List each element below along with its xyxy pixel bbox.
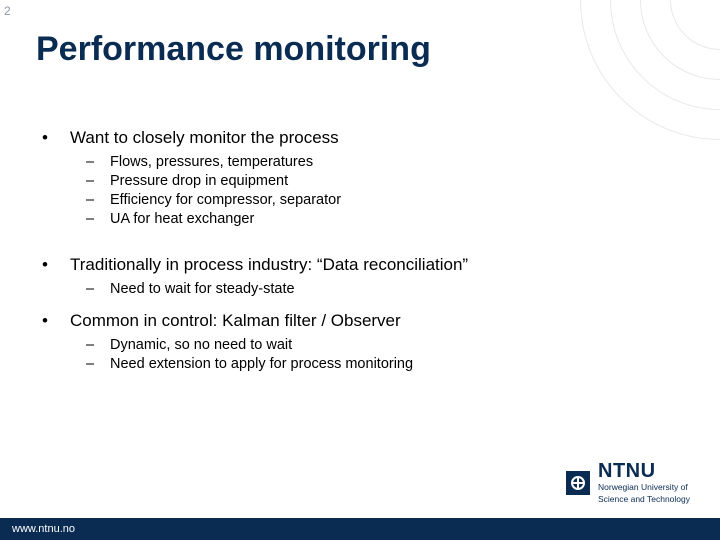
bullet-l2: –Pressure drop in equipment <box>86 173 680 189</box>
footer-bar: www.ntnu.no <box>0 518 720 540</box>
bullet-text: Common in control: Kalman filter / Obser… <box>70 311 401 331</box>
sub-bullet-text: Dynamic, so no need to wait <box>110 337 292 353</box>
sub-bullet-text: UA for heat exchanger <box>110 211 254 227</box>
logo-sub-text: Norwegian University of <box>598 483 690 492</box>
sub-bullet-text: Need extension to apply for process moni… <box>110 356 413 372</box>
ntnu-logo-icon <box>566 471 590 495</box>
sub-bullet-group: –Flows, pressures, temperatures –Pressur… <box>86 154 680 227</box>
bullet-text: Traditionally in process industry: “Data… <box>70 255 468 275</box>
page-number: 2 <box>4 4 11 18</box>
bullet-l2: –Flows, pressures, temperatures <box>86 154 680 170</box>
ntnu-logo: NTNU Norwegian University of Science and… <box>566 461 690 504</box>
logo-main-text: NTNU <box>598 461 690 481</box>
bullet-marker: • <box>42 255 70 275</box>
bullet-l2: –Efficiency for compressor, separator <box>86 192 680 208</box>
bullet-l2: –Need to wait for steady-state <box>86 281 680 297</box>
bullet-l2: –Dynamic, so no need to wait <box>86 337 680 353</box>
sub-bullet-text: Efficiency for compressor, separator <box>110 192 341 208</box>
footer-url: www.ntnu.no <box>12 523 75 535</box>
slide-content: • Want to closely monitor the process –F… <box>42 128 680 400</box>
sub-bullet-group: –Dynamic, so no need to wait –Need exten… <box>86 337 680 372</box>
ntnu-logo-text: NTNU Norwegian University of Science and… <box>598 461 690 504</box>
bullet-l2: –Need extension to apply for process mon… <box>86 356 680 372</box>
sub-bullet-group: –Need to wait for steady-state <box>86 281 680 297</box>
bullet-l1: • Common in control: Kalman filter / Obs… <box>42 311 680 331</box>
bullet-l2: –UA for heat exchanger <box>86 211 680 227</box>
sub-bullet-text: Need to wait for steady-state <box>110 281 295 297</box>
bullet-text: Want to closely monitor the process <box>70 128 339 148</box>
logo-sub-text: Science and Technology <box>598 495 690 504</box>
slide-title: Performance monitoring <box>36 30 431 69</box>
bullet-marker: • <box>42 311 70 331</box>
bullet-marker: • <box>42 128 70 148</box>
bullet-l1: • Want to closely monitor the process <box>42 128 680 148</box>
sub-bullet-text: Flows, pressures, temperatures <box>110 154 313 170</box>
bullet-l1: • Traditionally in process industry: “Da… <box>42 255 680 275</box>
sub-bullet-text: Pressure drop in equipment <box>110 173 288 189</box>
